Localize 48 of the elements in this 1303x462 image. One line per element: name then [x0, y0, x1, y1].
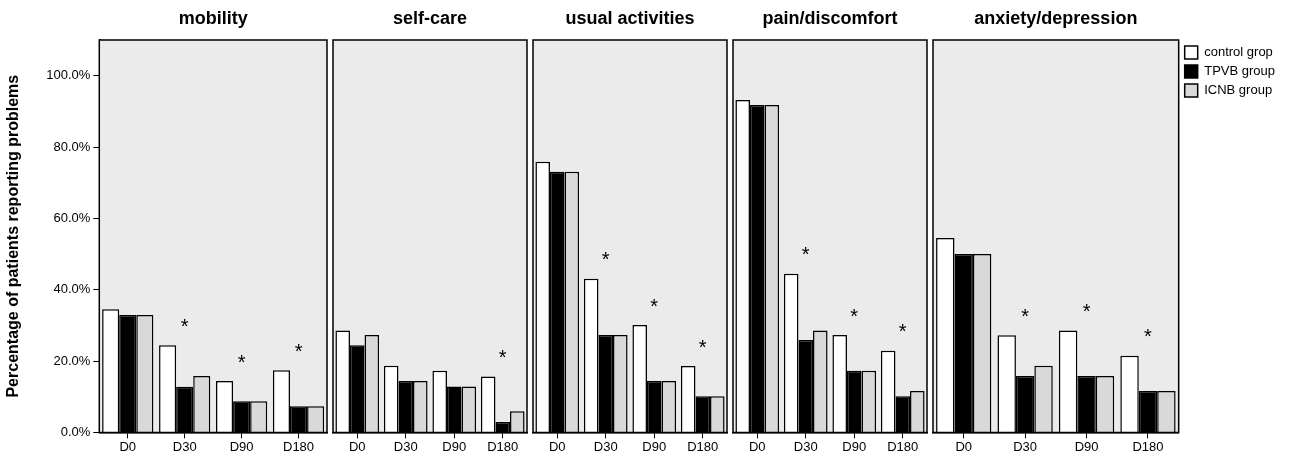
annotation: *: [498, 345, 507, 368]
chart-title: pain/discomfort: [762, 7, 898, 28]
y-tick-label: 40.0%: [53, 281, 91, 297]
legend-label: ICNB group: [1204, 82, 1273, 98]
x-tick-label: D180: [887, 438, 919, 454]
annotation: *: [898, 320, 907, 343]
y-tick-label: 100.0%: [46, 67, 91, 83]
y-axis-title: Percentage of patients reporting problems: [4, 74, 22, 398]
chart-title: self-care: [392, 7, 468, 28]
x-tick-label: D30: [793, 438, 818, 454]
x-tick-label: D90: [229, 438, 254, 454]
annotation: *: [698, 335, 707, 358]
y-tick-label: 20.0%: [53, 352, 91, 368]
annotation: *: [237, 350, 246, 373]
chart-title: anxiety/depression: [974, 7, 1138, 28]
x-tick-label: D0: [119, 438, 137, 454]
annotation: *: [1021, 304, 1030, 327]
x-tick-label: D30: [393, 438, 418, 454]
x-tick-label: D0: [348, 438, 366, 454]
annotation: *: [294, 339, 303, 362]
chart-title: mobility: [178, 7, 248, 28]
annotation: *: [1082, 299, 1091, 322]
annotation: *: [601, 248, 610, 271]
chart-title: usual activities: [565, 7, 695, 28]
x-tick-label: D30: [1013, 438, 1038, 454]
x-tick-label: D180: [1132, 438, 1164, 454]
x-tick-label: D90: [642, 438, 667, 454]
y-tick-label: 80.0%: [53, 138, 91, 154]
x-tick-label: D180: [283, 438, 315, 454]
annotation: *: [180, 314, 189, 337]
annotation: *: [801, 243, 810, 266]
y-tick-label: 0.0%: [60, 423, 91, 439]
x-tick-label: D30: [172, 438, 197, 454]
x-tick-label: D90: [842, 438, 867, 454]
x-tick-label: D30: [593, 438, 618, 454]
x-tick-label: D180: [487, 438, 519, 454]
annotation: *: [650, 294, 659, 317]
y-tick-label: 60.0%: [53, 209, 91, 225]
legend-label: control grop: [1204, 44, 1273, 60]
x-tick-label: D180: [687, 438, 719, 454]
x-tick-label: D0: [548, 438, 566, 454]
x-tick-label: D90: [1074, 438, 1099, 454]
x-tick-label: D90: [442, 438, 467, 454]
x-tick-label: D0: [955, 438, 973, 454]
legend-label: TPVB group: [1204, 63, 1276, 79]
x-tick-label: D0: [748, 438, 766, 454]
annotation: *: [850, 304, 859, 327]
annotation: *: [1144, 325, 1153, 348]
